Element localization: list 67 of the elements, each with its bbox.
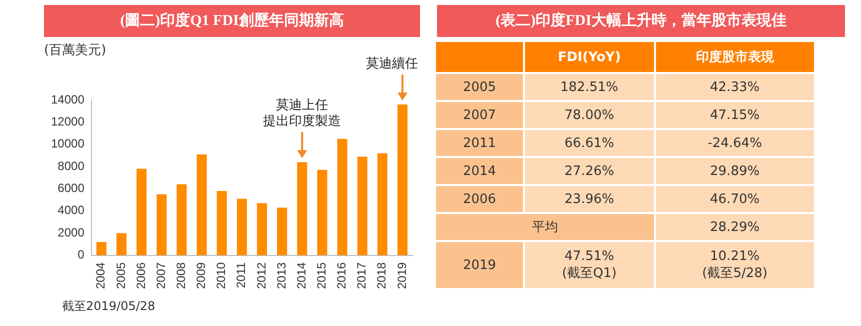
text: (表二)印度FDI大幅上升時，當年股市表現佳 [437,5,845,37]
x-tick-label: 2012 [254,262,268,290]
x-tick-label: 2006 [134,262,148,290]
text: 23.96% [564,192,614,206]
chart-title: (圖二)印度Q1 FDI創歷年同期新高 [44,5,420,37]
x-tick-label: 2005 [114,262,128,290]
bar [357,156,368,256]
x-tick-label: 2011 [234,262,248,288]
category-label: 2006 [462,192,496,206]
bar [277,208,288,256]
x-tick-label: 2018 [374,262,389,290]
bar [216,190,227,256]
bar [337,138,348,256]
category-label: 2007 [462,108,496,122]
text: 29.89% [710,164,760,178]
text: 截至2019/05/28 [62,298,156,315]
category-label: 平均 [532,220,558,235]
x-tick-label: 2019 [394,262,409,290]
bar [397,104,408,256]
y-tick-label: 12000 [50,114,85,128]
text: 27.26% [564,164,614,178]
text: 42.33% [710,80,760,94]
x-tick-label: 2014 [294,262,308,290]
bar [96,242,106,256]
x-tick-label: 2009 [194,262,208,290]
text: 28.29% [710,220,760,234]
x-tick-label: 2013 [274,262,288,290]
text: 78.00% [564,108,614,122]
y-tick-label: 0 [78,248,85,262]
category-label: 2011 [462,136,496,150]
x-tick-label: 2008 [174,262,188,290]
bar [377,153,388,256]
y-tick-label: 14000 [50,92,85,106]
bar [116,233,126,256]
x-tick-label: 2015 [314,262,328,290]
bar [156,194,167,256]
category-label: 2005 [462,80,496,94]
bar [236,198,247,256]
bar [317,170,328,256]
y-tick-label: 6000 [58,181,85,196]
x-tick-label: 2016 [334,262,349,290]
text: 46.70% [710,192,760,206]
y-tick-label: 4000 [58,203,85,218]
y-axis-title: (百萬美元) [44,42,106,58]
text: -24.64% [708,136,762,150]
y-tick-label: 8000 [58,158,85,173]
text: 10.21% (截至5/28) [702,248,768,280]
bar [176,184,187,256]
x-tick-label: 2004 [94,262,108,290]
annotation: 莫迪續任 [366,56,418,72]
x-tick-label: 2010 [214,262,228,290]
bar [297,162,308,256]
x-tick-label: 2017 [354,262,369,290]
category-label: 印度股市表現 [656,42,814,72]
text: 182.51% [560,80,618,94]
y-tick-label: 2000 [58,225,85,240]
text: 47.15% [710,108,760,122]
bar [256,203,267,256]
annotation: 莫迪上任提出印度製造 [263,98,342,129]
text: 47.51% (截至Q1) [562,248,617,280]
x-tick-label: 2007 [154,262,168,290]
bar [136,168,147,256]
text: 66.61% [564,136,614,150]
bar [196,154,207,256]
category-label: 2014 [462,164,496,178]
y-tick-label: 10000 [50,136,85,151]
category-label: FDI(YoY) [525,42,654,72]
